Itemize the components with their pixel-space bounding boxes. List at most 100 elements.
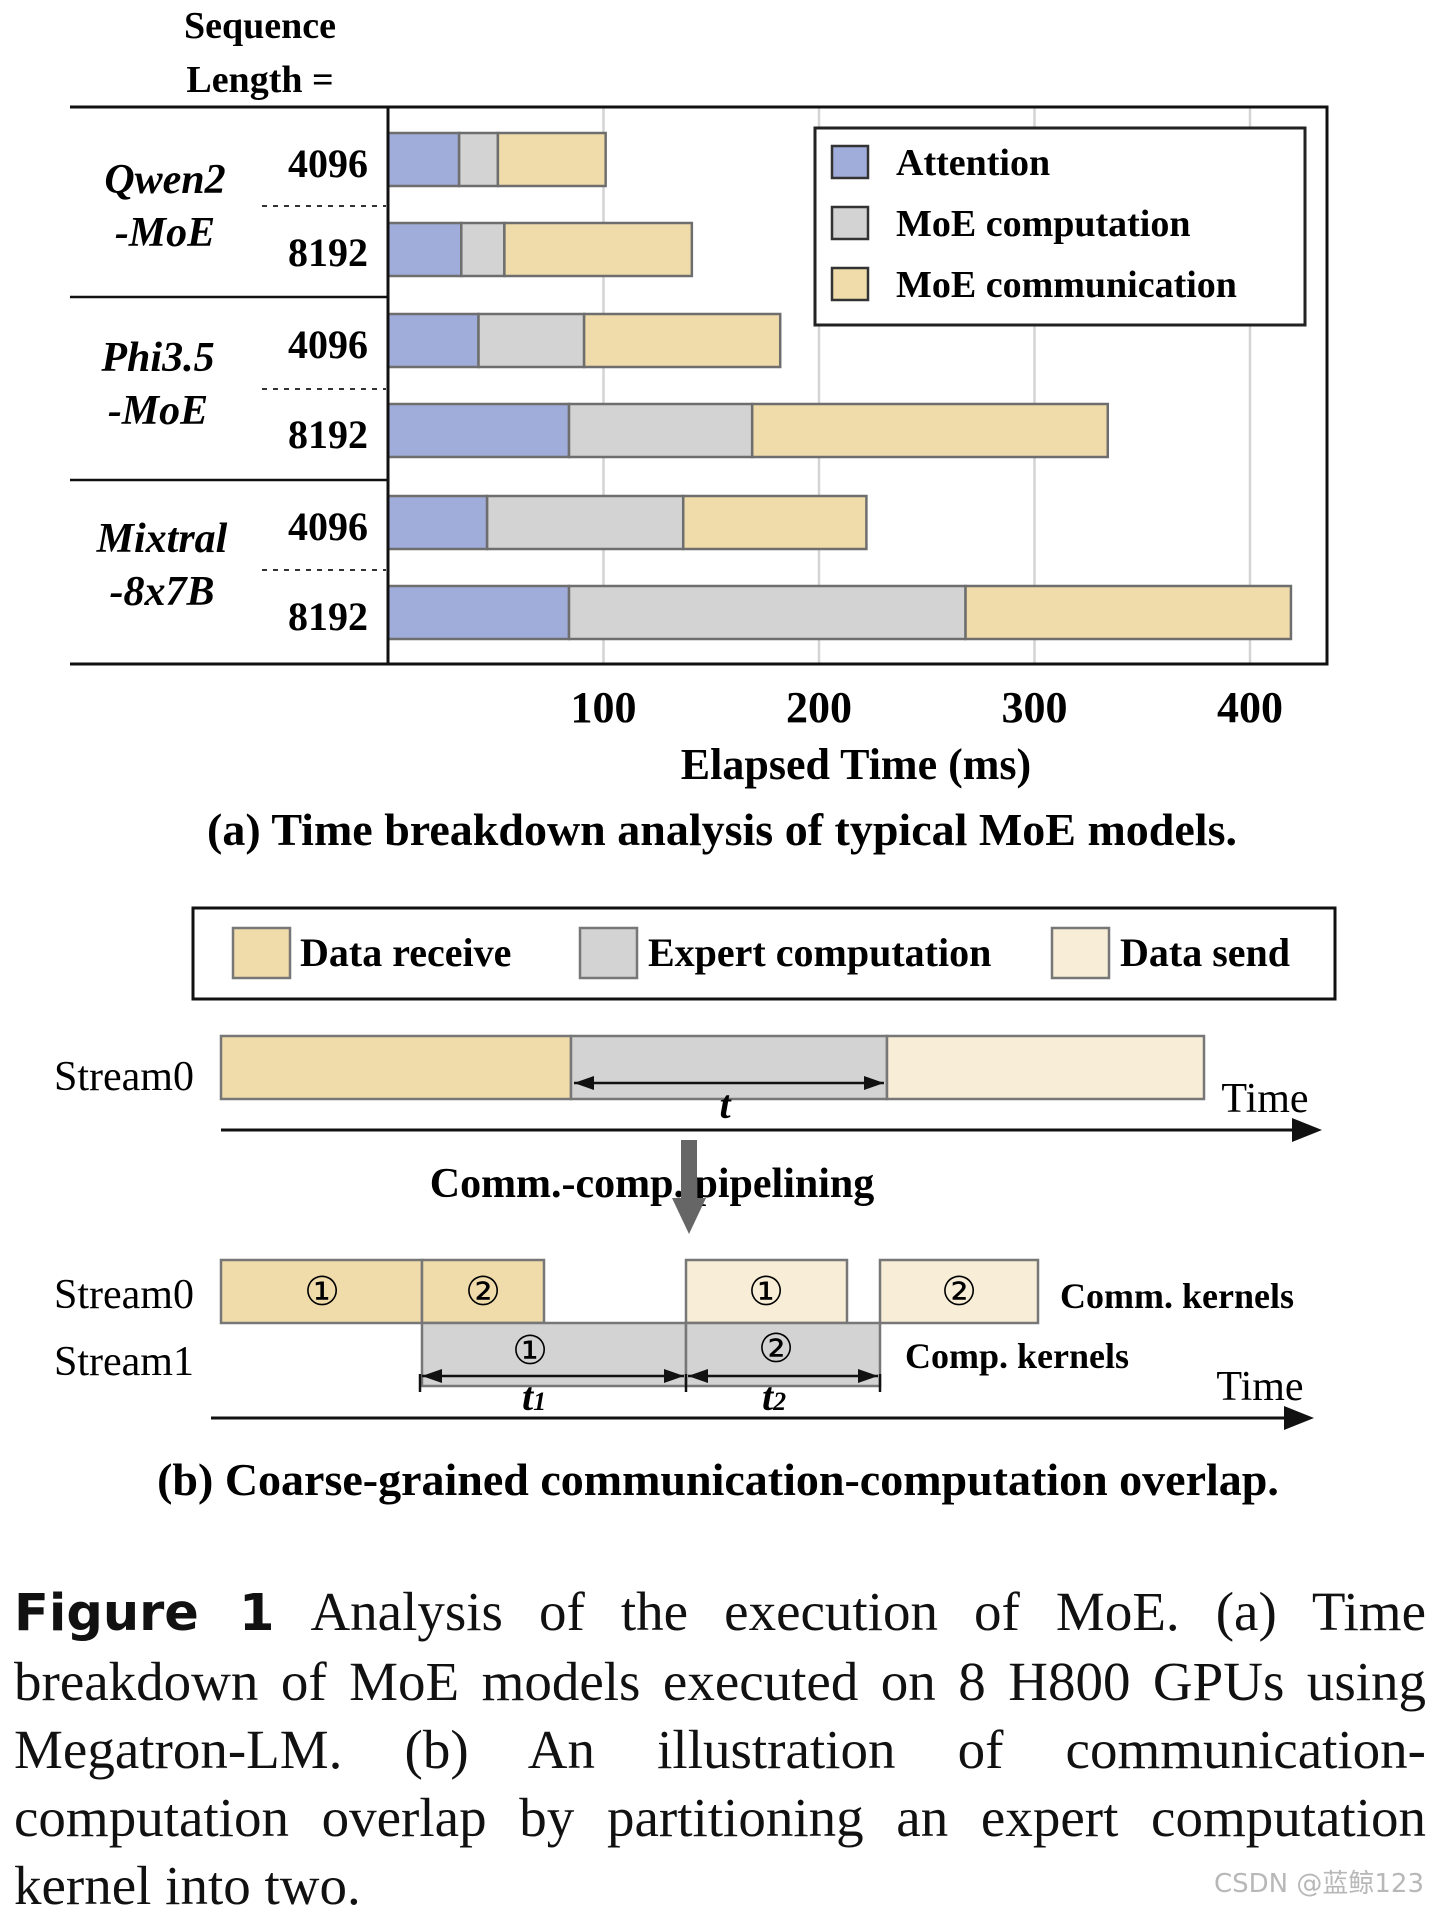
x-tick-label: 200: [786, 683, 852, 732]
legend-label-moe-computation: MoE computation: [896, 203, 1191, 245]
legend-label-data-receive: Data receive: [300, 930, 511, 975]
arrowhead-icon: [858, 1369, 878, 1383]
subcaption-a: (a) Time breakdown analysis of typical M…: [207, 804, 1237, 855]
seq-length-label: 8192: [288, 412, 368, 457]
figure-svg: Sequence Length = Qwen2 -MoE Phi3.5 -MoE…: [54, 5, 1337, 1505]
bar-group: [386, 131, 1293, 641]
model-name-qwen2-line1: Qwen2: [104, 157, 225, 203]
seq-length-label: 8192: [288, 230, 368, 275]
down-arrow-icon: [672, 1198, 706, 1234]
legend-label-expert-computation: Expert computation: [648, 930, 991, 975]
chunk-label-1: ①: [512, 1328, 548, 1373]
bar-segment-moe-communication: [750, 402, 1110, 459]
legend-swatch-moe-computation: [830, 205, 870, 241]
time-label-bottom: Time: [1216, 1364, 1303, 1410]
bar-segment-attention: [386, 584, 571, 641]
legend-label-data-send: Data send: [1120, 930, 1290, 975]
recv-chunk-1: [219, 1258, 424, 1325]
legend-a: Attention MoE computation MoE communicat…: [813, 126, 1307, 327]
bar-segment-moe-communication: [681, 494, 868, 551]
model-name-qwen2-line2: -MoE: [115, 210, 215, 256]
comm-kernels-label: Comm. kernels: [1060, 1276, 1294, 1316]
arrowhead-icon: [688, 1369, 708, 1383]
duration-t1-label: t1: [522, 1374, 546, 1419]
send-chunk-2: [878, 1258, 1040, 1325]
x-tick-label: 400: [1217, 683, 1283, 732]
legend-b: Data receive Expert computation Data sen…: [191, 906, 1337, 1001]
chunk-label-2: ②: [941, 1269, 977, 1314]
comp-kernels-label: Comp. kernels: [905, 1336, 1129, 1376]
time-arrow-icon: [1292, 1118, 1322, 1142]
block-data-receive: [219, 1034, 573, 1101]
arrowhead-icon: [574, 1076, 594, 1090]
model-name-mixtral-line2: -8x7B: [110, 569, 215, 615]
bar-segment-attention: [386, 221, 463, 278]
legend-swatch-moe-communication: [830, 266, 870, 302]
stream1-label: Stream1: [54, 1339, 194, 1385]
seq-length-label: 4096: [288, 504, 368, 549]
arrowhead-icon: [422, 1369, 442, 1383]
duration-t2-label: t2: [762, 1374, 786, 1419]
seq-length-label: 4096: [288, 322, 368, 367]
plot-frame: [386, 105, 1329, 666]
chunk-label-1: ①: [748, 1269, 784, 1314]
legend-swatch-attention: [830, 144, 870, 180]
down-arrow-shaft: [681, 1140, 697, 1202]
bar-segment-moe-communication: [496, 131, 607, 188]
bar-segment-attention: [386, 402, 571, 459]
bar-segment-moe-communication: [582, 312, 782, 369]
bar-segment-moe-computation: [485, 494, 685, 551]
chunk-label-1: ①: [304, 1269, 340, 1314]
stream0-chunks: ① ② ① ②: [219, 1258, 1040, 1325]
caption-text: Analysis of the execution of MoE. (a) Ti…: [14, 1581, 1426, 1916]
legend-b-frame: [191, 906, 1337, 1001]
duration-t-label: t: [719, 1082, 732, 1127]
bar-segment-attention: [386, 494, 489, 551]
bar-segment-attention: [386, 131, 461, 188]
time-arrow-icon: [1284, 1406, 1314, 1430]
t1-sub: 1: [533, 1387, 546, 1416]
model-name-phi35-line1: Phi3.5: [100, 335, 214, 381]
stream0-label-top: Stream0: [54, 1054, 194, 1100]
chunk-label-2: ②: [758, 1326, 794, 1371]
chunk-label-2: ②: [465, 1269, 501, 1314]
figure-caption: Figure 1 Analysis of the execution of MoE…: [14, 1578, 1426, 1920]
pipelining-label: Comm.-comp. pipelining: [430, 1161, 875, 1207]
t1-main: t: [522, 1374, 535, 1419]
bar-segment-attention: [386, 312, 480, 369]
arrowhead-icon: [664, 1369, 684, 1383]
t2-sub: 2: [772, 1387, 786, 1416]
recv-chunk-2: [420, 1258, 546, 1325]
seq-length-label: 4096: [288, 141, 368, 186]
bar-segment-moe-computation: [477, 312, 586, 369]
legend-frame: [813, 126, 1307, 327]
legend-swatch-data-send: [1050, 926, 1111, 980]
bar-segment-moe-communication: [964, 584, 1293, 641]
watermark: CSDN @蓝鲸123: [1213, 1869, 1424, 1899]
legend-label-attention: Attention: [896, 142, 1050, 184]
bar-segment-moe-computation: [567, 402, 754, 459]
bar-segment-moe-computation: [460, 221, 506, 278]
time-label-top: Time: [1221, 1076, 1308, 1122]
arrowhead-icon: [864, 1076, 884, 1090]
t2-main: t: [762, 1374, 775, 1419]
model-name-phi35-line2: -MoE: [108, 388, 208, 434]
seq-length-label: 8192: [288, 594, 368, 639]
seq-length-header-line1: Sequence: [184, 5, 336, 47]
legend-label-moe-communication: MoE communication: [896, 264, 1237, 306]
bar-segment-moe-computation: [457, 131, 500, 188]
x-axis-label: Elapsed Time (ms): [681, 740, 1031, 789]
bar-segment-moe-computation: [567, 584, 967, 641]
figure-label: Figure 1: [14, 1584, 275, 1643]
stream0-label-pipelined: Stream0: [54, 1272, 194, 1318]
subcaption-b: (b) Coarse-grained communication-computa…: [157, 1454, 1279, 1505]
legend-swatch-expert-computation: [578, 926, 639, 980]
block-data-send: [885, 1034, 1206, 1101]
seq-length-header-line2: Length =: [186, 59, 333, 101]
bar-segment-moe-communication: [503, 221, 694, 278]
model-name-mixtral-line1: Mixtral: [96, 516, 228, 562]
x-tick-label: 100: [571, 683, 637, 732]
x-tick-label: 300: [1002, 683, 1068, 732]
legend-swatch-data-receive: [231, 926, 292, 980]
